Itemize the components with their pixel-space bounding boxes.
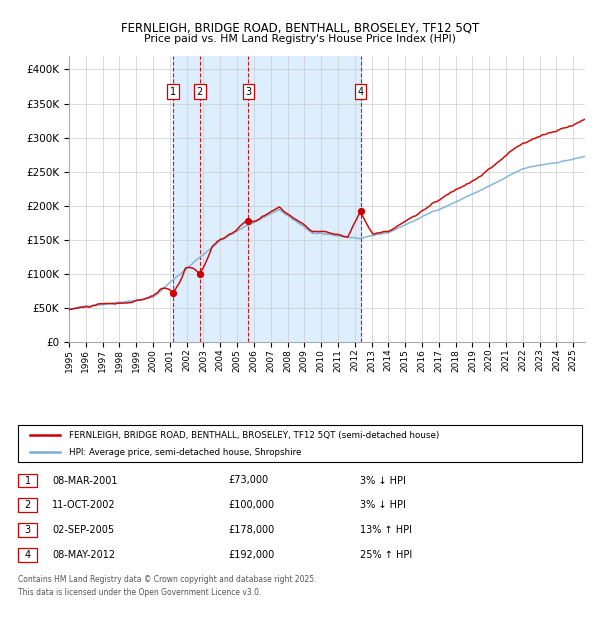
Text: 3% ↓ HPI: 3% ↓ HPI [360, 500, 406, 510]
Text: FERNLEIGH, BRIDGE ROAD, BENTHALL, BROSELEY, TF12 5QT (semi-detached house): FERNLEIGH, BRIDGE ROAD, BENTHALL, BROSEL… [69, 431, 439, 440]
Text: 08-MAR-2001: 08-MAR-2001 [52, 476, 118, 485]
Text: This data is licensed under the Open Government Licence v3.0.: This data is licensed under the Open Gov… [18, 588, 262, 597]
Text: FERNLEIGH, BRIDGE ROAD, BENTHALL, BROSELEY, TF12 5QT: FERNLEIGH, BRIDGE ROAD, BENTHALL, BROSEL… [121, 22, 479, 35]
Text: 3: 3 [245, 87, 251, 97]
Text: £73,000: £73,000 [228, 476, 268, 485]
Text: HPI: Average price, semi-detached house, Shropshire: HPI: Average price, semi-detached house,… [69, 448, 301, 457]
Text: 2: 2 [197, 87, 203, 97]
Text: 3% ↓ HPI: 3% ↓ HPI [360, 476, 406, 485]
Text: 2: 2 [25, 500, 31, 510]
Text: 25% ↑ HPI: 25% ↑ HPI [360, 550, 412, 560]
Text: 1: 1 [170, 87, 176, 97]
Bar [173, 56, 361, 342]
Text: 3: 3 [25, 525, 31, 535]
Point [356, 206, 365, 216]
Text: Contains HM Land Registry data © Crown copyright and database right 2025.: Contains HM Land Registry data © Crown c… [18, 575, 317, 585]
Point [244, 216, 253, 226]
Text: 4: 4 [25, 550, 31, 560]
Text: 13% ↑ HPI: 13% ↑ HPI [360, 525, 412, 535]
Text: 08-MAY-2012: 08-MAY-2012 [52, 550, 115, 560]
Text: 02-SEP-2005: 02-SEP-2005 [52, 525, 115, 535]
Text: 11-OCT-2002: 11-OCT-2002 [52, 500, 116, 510]
Point [195, 269, 205, 279]
Text: Price paid vs. HM Land Registry's House Price Index (HPI): Price paid vs. HM Land Registry's House … [144, 34, 456, 44]
Point [168, 288, 178, 298]
Text: £192,000: £192,000 [228, 550, 274, 560]
Text: 1: 1 [25, 476, 31, 485]
Text: 4: 4 [358, 87, 364, 97]
Text: £178,000: £178,000 [228, 525, 274, 535]
Text: £100,000: £100,000 [228, 500, 274, 510]
